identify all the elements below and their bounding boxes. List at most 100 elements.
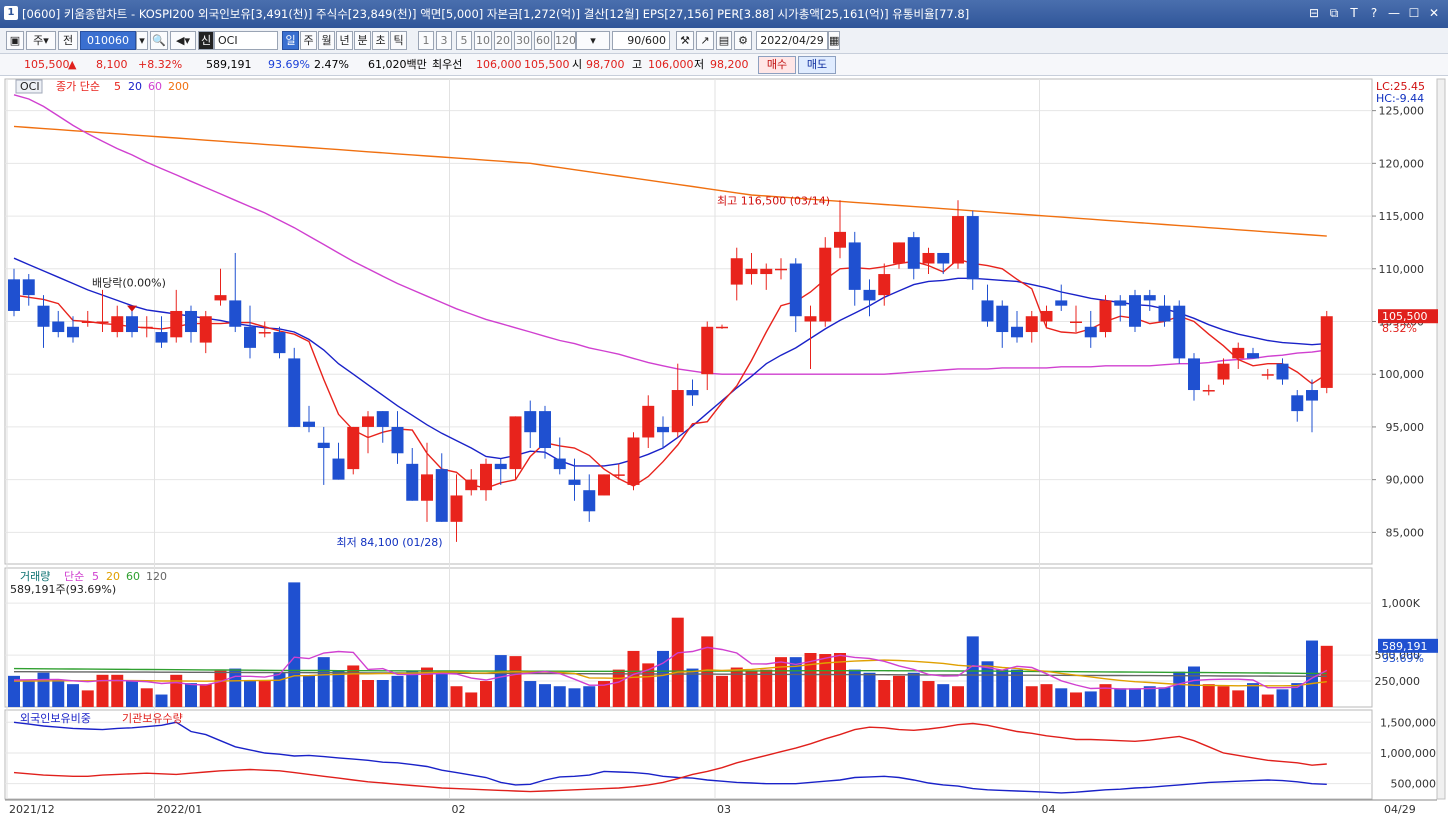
interval-dropdown[interactable]: ▾ — [576, 31, 610, 50]
open-label: 시 — [572, 58, 583, 71]
save-icon[interactable]: ▤ — [716, 31, 732, 50]
volume-bar — [1247, 683, 1259, 707]
code-dropdown-icon[interactable]: ▾ — [136, 31, 148, 50]
tab-interval-3[interactable]: 3 — [436, 31, 452, 50]
holding-lines — [13, 721, 1327, 794]
x-axis-end-label: 04/29 — [1384, 803, 1416, 816]
tab-period-0[interactable]: 일 — [282, 31, 299, 50]
volume-tag — [1378, 638, 1438, 653]
ma60-line — [13, 94, 1327, 375]
price-legend-prefix: 종가 단순 — [56, 80, 100, 93]
type-select[interactable]: 주▾ — [26, 31, 56, 50]
candle-body — [391, 426, 404, 454]
candle-body — [848, 242, 861, 290]
tab-period-4[interactable]: 분 — [354, 31, 371, 50]
tab-period-1[interactable]: 주 — [300, 31, 317, 50]
chart-background — [0, 77, 1448, 824]
volume-bar — [185, 683, 197, 707]
tab-interval-120[interactable]: 120 — [554, 31, 576, 50]
volume-bar — [406, 670, 419, 707]
candle-body — [627, 437, 640, 485]
bid-price: 105,500 — [524, 58, 570, 71]
candle-body — [362, 416, 374, 427]
gear-icon[interactable]: ⚙ — [734, 31, 752, 50]
close-icon[interactable]: ✕ — [1428, 6, 1440, 20]
restore-icon[interactable]: ⊟ — [1308, 6, 1320, 20]
prev-button[interactable]: 전 — [58, 31, 78, 50]
candle-body — [730, 258, 743, 285]
volume-bar — [1173, 671, 1186, 707]
tab-period-2[interactable]: 월 — [318, 31, 335, 50]
stock-name-field[interactable]: OCI — [214, 31, 278, 50]
candle-body — [686, 390, 699, 396]
candle-body — [1232, 347, 1245, 359]
tab-interval-1[interactable]: 1 — [418, 31, 434, 50]
volume-bar — [509, 656, 522, 707]
change-percent: +8.32% — [138, 58, 183, 71]
minimize-icon[interactable]: — — [1388, 6, 1400, 20]
tab-interval-10[interactable]: 10 — [474, 31, 492, 50]
volume-bar — [878, 680, 891, 707]
candle-body — [258, 332, 271, 334]
price-tick-label: 120,000 — [1379, 157, 1425, 170]
volume-bar — [332, 670, 345, 707]
tab-period-3[interactable]: 년 — [336, 31, 353, 50]
volume-bar — [553, 686, 566, 707]
volume-bar — [229, 668, 242, 707]
volume-bar — [303, 675, 315, 707]
tab-interval-30[interactable]: 30 — [514, 31, 532, 50]
new-button[interactable]: 신 — [198, 31, 214, 50]
price-tick-label: 95,000 — [1386, 421, 1425, 434]
high-annotation: 최고 116,500 (03/14) — [717, 194, 830, 207]
volume-bar — [1276, 689, 1289, 707]
candle-body — [568, 479, 581, 485]
ma-legend-2: 60 — [148, 80, 162, 93]
search-icon[interactable]: 🔍 — [150, 31, 168, 50]
candle-body — [185, 310, 197, 333]
candle-body — [981, 300, 994, 322]
volume-bar — [1143, 686, 1156, 707]
volume-bar — [376, 680, 389, 707]
stock-code-input[interactable]: 010060 — [80, 31, 136, 50]
low-price: 98,200 — [710, 58, 749, 71]
tool-icon[interactable]: ⚒ — [676, 31, 694, 50]
volume-bar — [214, 670, 227, 707]
tab-period-5[interactable]: 초 — [372, 31, 389, 50]
volume-bar — [258, 681, 271, 707]
sell-button[interactable]: 매도 — [798, 56, 836, 74]
font-icon[interactable]: T — [1350, 6, 1358, 20]
count-field[interactable]: 90/600 — [612, 31, 670, 50]
price-tick-label: 85,000 — [1386, 526, 1425, 539]
maximize-icon[interactable]: ☐ — [1408, 6, 1420, 20]
date-field[interactable]: 2022/04/29 — [756, 31, 828, 50]
help-icon[interactable]: ? — [1370, 6, 1378, 20]
draw-icon[interactable]: ↗ — [696, 31, 714, 50]
volume-bar — [568, 688, 581, 707]
candle-body — [804, 316, 817, 322]
current-price: 105,500 — [24, 58, 70, 71]
volume-bar — [981, 661, 994, 707]
symbol-box — [15, 79, 43, 94]
tab-interval-60[interactable]: 60 — [534, 31, 552, 50]
low-label: 저 — [694, 58, 705, 71]
window-icon[interactable]: ⧉ — [1329, 6, 1339, 20]
candlestick-series — [8, 200, 1333, 542]
tab-interval-5[interactable]: 5 — [456, 31, 472, 50]
speaker-icon[interactable]: ◀▾ — [170, 31, 196, 50]
symbol-label: OCI — [20, 80, 40, 93]
layout-icon[interactable]: ▣ — [6, 31, 24, 50]
candle-body — [524, 411, 537, 433]
turnover-rate: 2.47% — [314, 58, 349, 71]
candle-body — [450, 495, 463, 522]
volume-bar — [1084, 691, 1097, 707]
chart-area[interactable]: 125,000120,000115,000110,000105,000100,0… — [0, 77, 1448, 824]
buy-button[interactable]: 매수 — [758, 56, 796, 74]
candle-body — [922, 252, 935, 264]
calendar-icon[interactable]: ▦ — [828, 31, 840, 50]
volume-bar — [612, 669, 625, 707]
tab-interval-20[interactable]: 20 — [494, 31, 512, 50]
candle-body — [1143, 295, 1156, 301]
candle-body — [37, 305, 50, 327]
tab-period-6[interactable]: 틱 — [390, 31, 407, 50]
candle-body — [701, 326, 714, 375]
